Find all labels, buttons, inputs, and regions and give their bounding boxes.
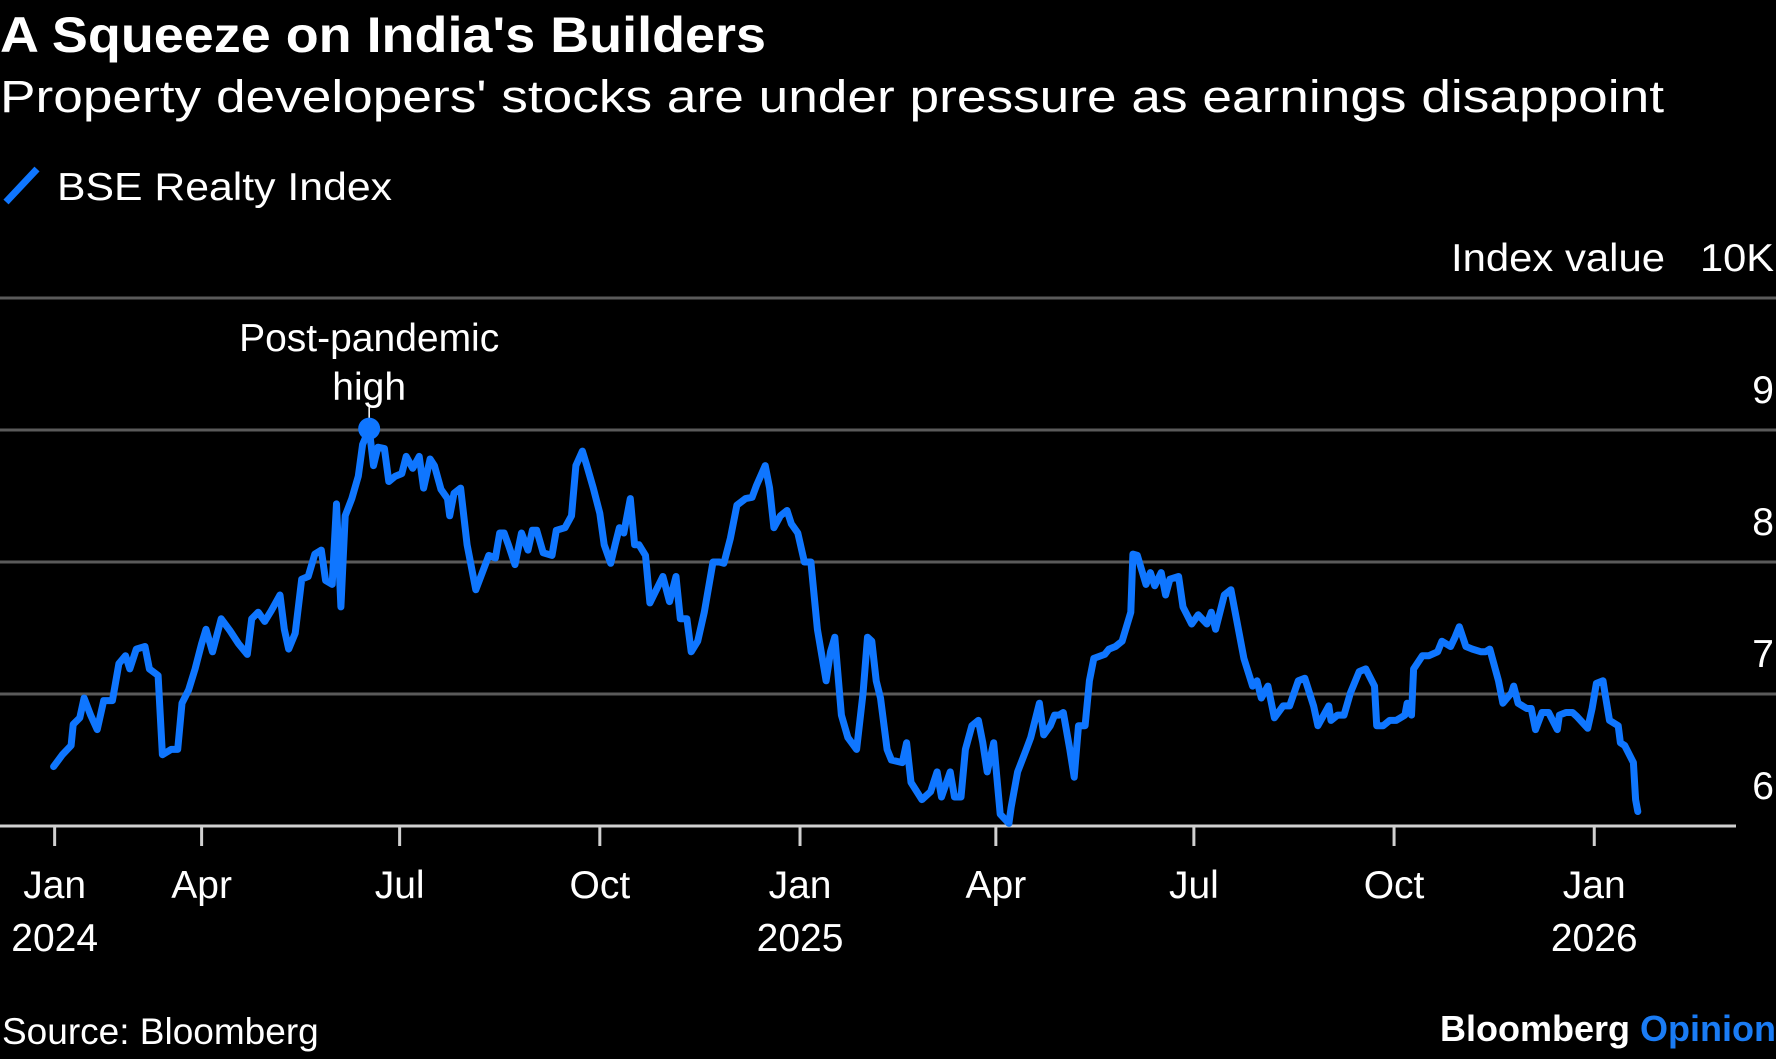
y-tick-label: 7 — [1752, 633, 1774, 676]
brand-accent: Opinion — [1640, 1008, 1776, 1049]
annotation-line1: Post-pandemic — [239, 317, 499, 360]
legend-label: BSE Realty Index — [57, 166, 393, 209]
y-axis-unit: 10K — [1700, 237, 1774, 280]
brand-logo: Bloomberg Opinion — [1440, 1008, 1776, 1049]
x-tick-label: Jul — [1169, 864, 1219, 907]
source-note: Source: Bloomberg — [2, 1011, 319, 1052]
chart-subtitle: Property developers' stocks are under pr… — [0, 71, 1665, 122]
annotation: Post-pandemic high — [239, 317, 499, 409]
x-tick-label: Apr — [171, 864, 232, 907]
x-tick-label: Oct — [1364, 864, 1425, 907]
x-tick-label: Jan — [1563, 864, 1626, 907]
x-tick-label: Jan — [769, 864, 832, 907]
y-tick-label: 6 — [1752, 765, 1774, 808]
series-line-bse-realty-index — [50, 425, 1642, 827]
legend: BSE Realty Index — [3, 166, 393, 209]
y-tick-labels: 9 8 7 6 — [1752, 369, 1774, 808]
x-tick-label: Oct — [569, 864, 630, 907]
series-layer — [50, 406, 1642, 827]
x-tick-label: Jan — [23, 864, 86, 907]
gridlines — [0, 296, 1776, 696]
x-tick-year-label: 2026 — [1551, 917, 1638, 960]
y-axis-title: Index value — [1451, 237, 1665, 280]
annotation-marker — [358, 417, 381, 440]
y-tick-label: 9 — [1752, 369, 1774, 412]
x-tick-year-label: 2024 — [11, 917, 98, 960]
x-tick-label: Jul — [375, 864, 425, 907]
x-tick-year-label: 2025 — [757, 917, 844, 960]
chart-title: A Squeeze on India's Builders — [0, 7, 766, 63]
y-tick-label: 8 — [1752, 501, 1774, 544]
x-tick-label: Apr — [966, 864, 1027, 907]
brand-main: Bloomberg — [1440, 1008, 1630, 1049]
x-axis: Jan 2024 Apr Jul Oct Jan 2025 Apr Jul Oct Jan 2026 — [0, 824, 1736, 960]
annotation-line2: high — [332, 366, 406, 409]
legend-swatch-icon — [3, 166, 40, 205]
